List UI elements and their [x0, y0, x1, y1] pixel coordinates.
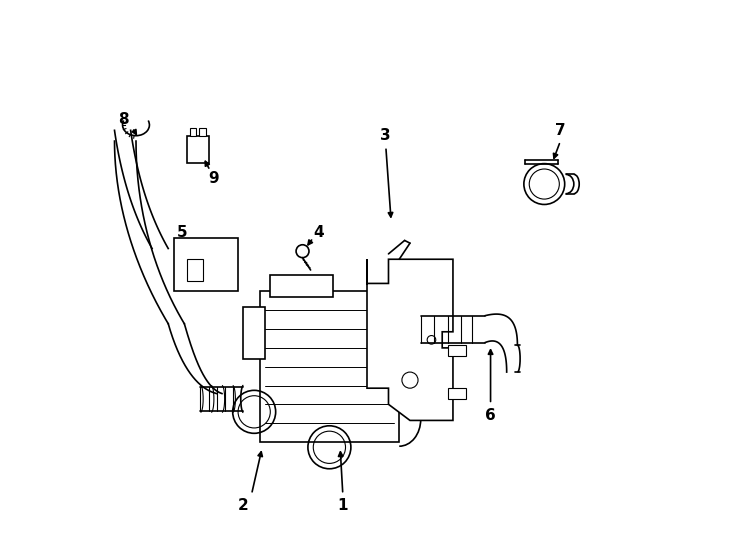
Bar [187, 259, 203, 281]
Text: 5: 5 [176, 225, 187, 240]
Text: 8: 8 [118, 112, 129, 127]
Text: 7: 7 [555, 123, 566, 138]
Bar [187, 136, 208, 163]
Text: 6: 6 [485, 408, 496, 422]
Bar [448, 388, 466, 399]
Bar [270, 275, 333, 297]
Text: 2: 2 [238, 498, 249, 513]
Text: 3: 3 [380, 128, 391, 143]
Text: 9: 9 [208, 171, 219, 186]
Polygon shape [367, 259, 453, 421]
Text: 1: 1 [338, 498, 348, 513]
Bar [244, 307, 265, 359]
Text: 4: 4 [313, 225, 324, 240]
Bar [189, 127, 196, 136]
Bar [174, 238, 238, 292]
Bar [448, 345, 466, 356]
Bar [260, 292, 399, 442]
Bar [200, 127, 206, 136]
